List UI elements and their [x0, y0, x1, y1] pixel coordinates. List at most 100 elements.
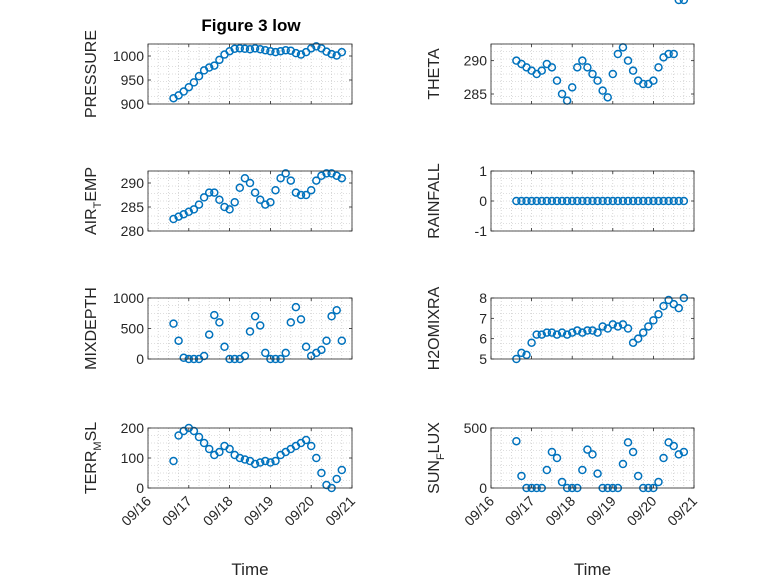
data-point [583, 326, 592, 335]
data-point [312, 176, 321, 185]
data-point [557, 477, 567, 487]
x-tick-label: 09/18 [542, 493, 578, 529]
data-point [547, 196, 557, 206]
data-point [184, 82, 194, 92]
data-point [204, 330, 214, 339]
y-tick-label: 290 [121, 175, 145, 191]
y-tick-label: 0 [136, 480, 144, 496]
data-point [552, 196, 562, 206]
y-axis-label: SUNFLUX [426, 422, 447, 494]
data-point [674, 303, 684, 313]
data-point [649, 76, 658, 85]
data-point [291, 188, 301, 197]
data-point [562, 196, 572, 206]
data-point [179, 87, 188, 96]
data-point [588, 196, 597, 206]
data-point [542, 465, 552, 475]
subplot-terr-msl: 0 100 200 TERRMSL 09/16 09/17 09/18 09/19 09/20 0… [83, 420, 358, 579]
subplot-theta: 285 290 THETA [426, 0, 695, 105]
data-point [593, 196, 602, 206]
data-point [306, 185, 316, 195]
data-point [199, 438, 209, 448]
data-point [644, 196, 653, 206]
data-point [317, 468, 326, 478]
y-tick-label: 0 [479, 193, 487, 209]
x-tick-label: 09/21 [664, 493, 700, 529]
data-point [337, 465, 347, 475]
data-point [332, 305, 341, 315]
data-point [266, 46, 275, 56]
data-point [674, 0, 684, 5]
y-tick-label: 0 [136, 351, 144, 367]
data-point [669, 441, 678, 451]
subplot-mixdepth: 0 500 1000 MIXDEPTH [83, 287, 353, 370]
y-axis-label: H2OMIXRA [426, 286, 443, 370]
y-axis-label: RAINFALL [426, 163, 443, 239]
data-point [261, 348, 270, 358]
data-point [204, 188, 214, 197]
data-point [603, 93, 612, 102]
grid [490, 170, 695, 232]
data-point [312, 453, 321, 463]
data-point [654, 196, 663, 206]
data-point [301, 190, 311, 200]
data-point [639, 79, 648, 89]
y-tick-label: 1 [479, 163, 487, 179]
data-point [281, 348, 290, 358]
data-point [322, 47, 331, 56]
data-point [547, 63, 557, 72]
data-point [215, 318, 224, 327]
data-point [578, 465, 587, 475]
data-point [286, 318, 296, 327]
data-point [296, 50, 306, 59]
y-tick-label: 285 [464, 86, 488, 102]
data-point [633, 334, 643, 343]
data-point [337, 173, 347, 183]
data-point [628, 447, 638, 457]
data-point [578, 328, 587, 337]
data-point [306, 441, 316, 451]
data-point [618, 459, 628, 469]
data-point [230, 44, 239, 54]
data-point [669, 299, 678, 309]
y-tick-label: 1000 [113, 290, 144, 306]
data-point [301, 435, 311, 445]
data-point [608, 69, 618, 79]
y-tick-label: 6 [479, 331, 487, 347]
data-point [562, 330, 572, 339]
data-point [557, 196, 567, 206]
data-point [659, 196, 668, 206]
data-point [215, 195, 224, 205]
subplot-h2omixra: 5 6 7 8 H2OMIXRA [426, 286, 695, 370]
x-axis-label: Time [574, 560, 611, 579]
data-point [588, 69, 597, 79]
y-tick-label: 5 [479, 351, 487, 367]
data-point [271, 47, 280, 57]
data-point [593, 469, 602, 478]
data-point [654, 310, 663, 319]
data-point [255, 195, 265, 205]
data-point [286, 46, 296, 55]
data-point [337, 336, 347, 345]
data-point [337, 47, 347, 57]
axes-frame [490, 170, 695, 232]
series-pressure [169, 42, 347, 103]
data-point [225, 205, 234, 214]
subplot-air-temp: 280 285 290 AIRTEMP [83, 167, 353, 239]
data-point [573, 63, 582, 72]
data-point [215, 55, 224, 65]
data-point [250, 188, 260, 197]
data-point [557, 328, 567, 337]
data-point [578, 56, 587, 65]
data-point [628, 338, 638, 347]
data-point [327, 49, 336, 59]
data-point [522, 196, 531, 206]
y-axis-label: TERRMSL [83, 422, 104, 494]
data-point [583, 196, 592, 206]
data-point [654, 63, 663, 72]
y-tick-label: 950 [121, 72, 145, 88]
data-point [527, 338, 536, 347]
x-tick-label: 09/20 [281, 493, 317, 529]
data-point [199, 193, 209, 202]
data-point [250, 44, 260, 53]
